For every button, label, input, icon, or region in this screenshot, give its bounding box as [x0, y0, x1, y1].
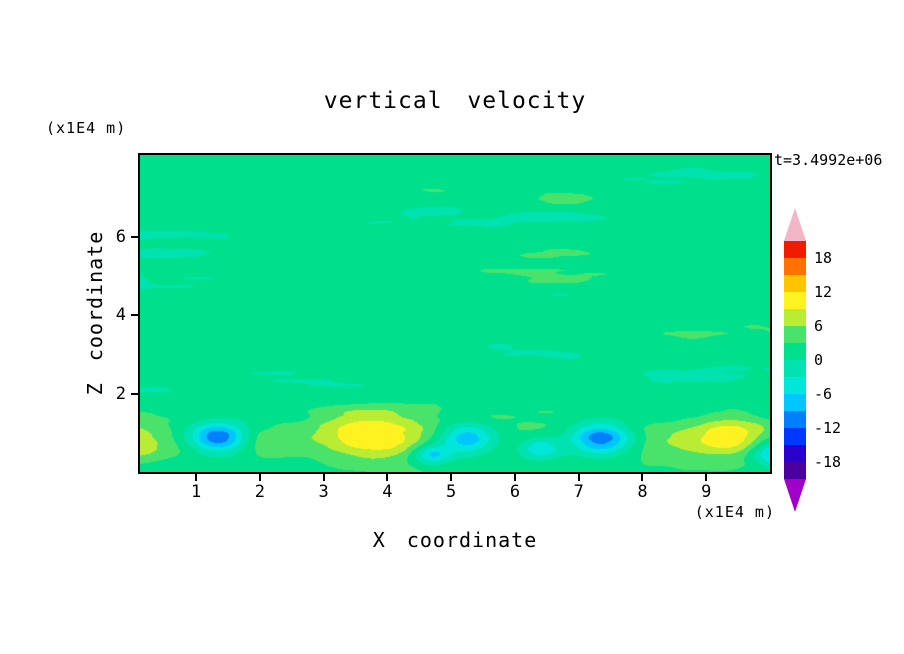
- y-tick-mark: [131, 392, 138, 395]
- colorbar-tick-label: 0: [814, 351, 824, 369]
- colorbar-band: [784, 275, 806, 292]
- x-tick-label: 9: [701, 482, 712, 502]
- y-tick-label: 4: [115, 305, 126, 326]
- y-tick-label: 2: [115, 383, 126, 404]
- x-tick-label: 3: [318, 482, 329, 502]
- chart-title: vertical velocity: [323, 88, 587, 114]
- colorbar-band: [784, 462, 806, 479]
- colorbar-band: [784, 343, 806, 360]
- colorbar-band: [784, 377, 806, 394]
- x-tick-mark: [641, 474, 644, 481]
- x-tick-mark: [322, 474, 325, 481]
- colorbar-band: [784, 360, 806, 377]
- colorbar-tick-label: 6: [814, 317, 824, 335]
- y-tick-mark: [131, 314, 138, 317]
- x-axis-title: X coordinate: [372, 528, 538, 552]
- colorbar-under-arrow: [784, 479, 806, 512]
- colorbar-band: [784, 394, 806, 411]
- colorbar-tick-label: -18: [814, 453, 842, 471]
- x-tick-label: 2: [254, 482, 265, 502]
- colorbar-band: [784, 411, 806, 428]
- y-axis-unit-label: (x1E4 m): [46, 119, 127, 137]
- x-tick-mark: [577, 474, 580, 481]
- timestamp-label: t=3.4992e+06: [774, 151, 883, 169]
- x-tick-label: 6: [509, 482, 521, 502]
- x-tick-mark: [195, 474, 198, 481]
- colorbar-tick-label: 18: [814, 249, 833, 267]
- colorbar-band: [784, 309, 806, 326]
- x-tick-mark: [513, 474, 516, 481]
- colorbar-tick-label: -6: [814, 385, 833, 403]
- x-tick-mark: [386, 474, 389, 481]
- colorbar-band: [784, 445, 806, 462]
- x-axis-unit-label: (x1E4 m): [694, 503, 775, 521]
- colorbar-over-arrow: [784, 208, 806, 241]
- colorbar-tick-label: 12: [814, 283, 833, 301]
- x-tick-label: 7: [573, 482, 584, 502]
- colorbar-tick-label: -12: [814, 419, 842, 437]
- x-tick-label: 4: [382, 482, 393, 502]
- x-tick-mark: [258, 474, 261, 481]
- y-tick-label: 6: [115, 227, 126, 248]
- colorbar-band: [784, 428, 806, 445]
- x-tick-label: 8: [637, 482, 648, 502]
- x-tick-mark: [705, 474, 708, 481]
- colorbar-band: [784, 241, 806, 258]
- colorbar-band: [784, 292, 806, 309]
- contour-field-canvas: [140, 155, 770, 472]
- x-tick-label: 5: [446, 482, 457, 502]
- x-tick-mark: [450, 474, 453, 481]
- x-tick-label: 1: [190, 482, 202, 502]
- y-tick-mark: [131, 236, 138, 239]
- colorbar-band: [784, 258, 806, 275]
- colorbar-band: [784, 326, 806, 343]
